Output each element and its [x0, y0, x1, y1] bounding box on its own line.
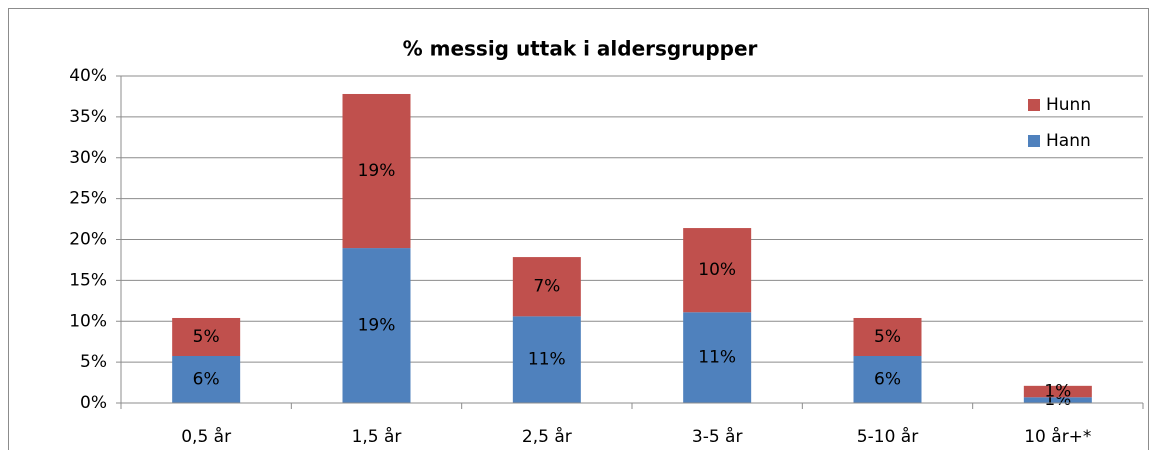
bar-segment — [172, 355, 241, 403]
chart-title: % messig uttak i aldersgrupper — [403, 37, 758, 61]
bar-segment — [1023, 397, 1092, 403]
bar-segment — [683, 228, 752, 313]
x-tick-label: 10 år+* — [1024, 426, 1091, 447]
bar-segment — [853, 355, 922, 403]
data-label: 5% — [193, 327, 220, 347]
data-label: 6% — [193, 369, 220, 389]
y-tick-label: 40% — [69, 66, 107, 86]
bar-segment — [853, 317, 922, 356]
bar-segment — [1023, 385, 1092, 398]
bar-segment — [512, 257, 581, 317]
data-label: 6% — [874, 369, 901, 389]
data-label: 1% — [1044, 382, 1071, 402]
data-label: 19% — [358, 161, 396, 181]
legend-swatch — [1028, 99, 1040, 111]
x-tick-label: 5-10 år — [857, 426, 918, 447]
y-tick-label: 30% — [69, 148, 107, 168]
y-tick-label: 5% — [80, 352, 107, 372]
y-tick-label: 10% — [69, 311, 107, 331]
legend-label: Hann — [1046, 131, 1091, 151]
bar-segment — [342, 248, 411, 403]
data-label: 11% — [698, 348, 736, 368]
data-label: 11% — [528, 350, 566, 370]
data-label: 19% — [358, 316, 396, 336]
y-tick-label: 0% — [80, 393, 107, 413]
data-label: 5% — [874, 327, 901, 347]
x-tick-label: 1,5 år — [352, 426, 402, 447]
x-tick-label: 0,5 år — [181, 426, 231, 447]
x-tick-label: 3-5 år — [692, 426, 743, 447]
legend-swatch — [1028, 135, 1040, 147]
bar-segment — [342, 93, 411, 249]
data-label: 7% — [533, 277, 560, 297]
bar-segment — [683, 312, 752, 403]
x-tick-label: 2,5 år — [522, 426, 572, 447]
bar-segment — [172, 317, 241, 356]
bar-segment — [512, 316, 581, 403]
data-label: 10% — [698, 260, 736, 280]
y-tick-label: 35% — [69, 107, 107, 127]
legend-label: Hunn — [1046, 95, 1091, 115]
y-tick-label: 25% — [69, 189, 107, 209]
y-tick-label: 15% — [69, 270, 107, 290]
y-tick-label: 20% — [69, 230, 107, 250]
